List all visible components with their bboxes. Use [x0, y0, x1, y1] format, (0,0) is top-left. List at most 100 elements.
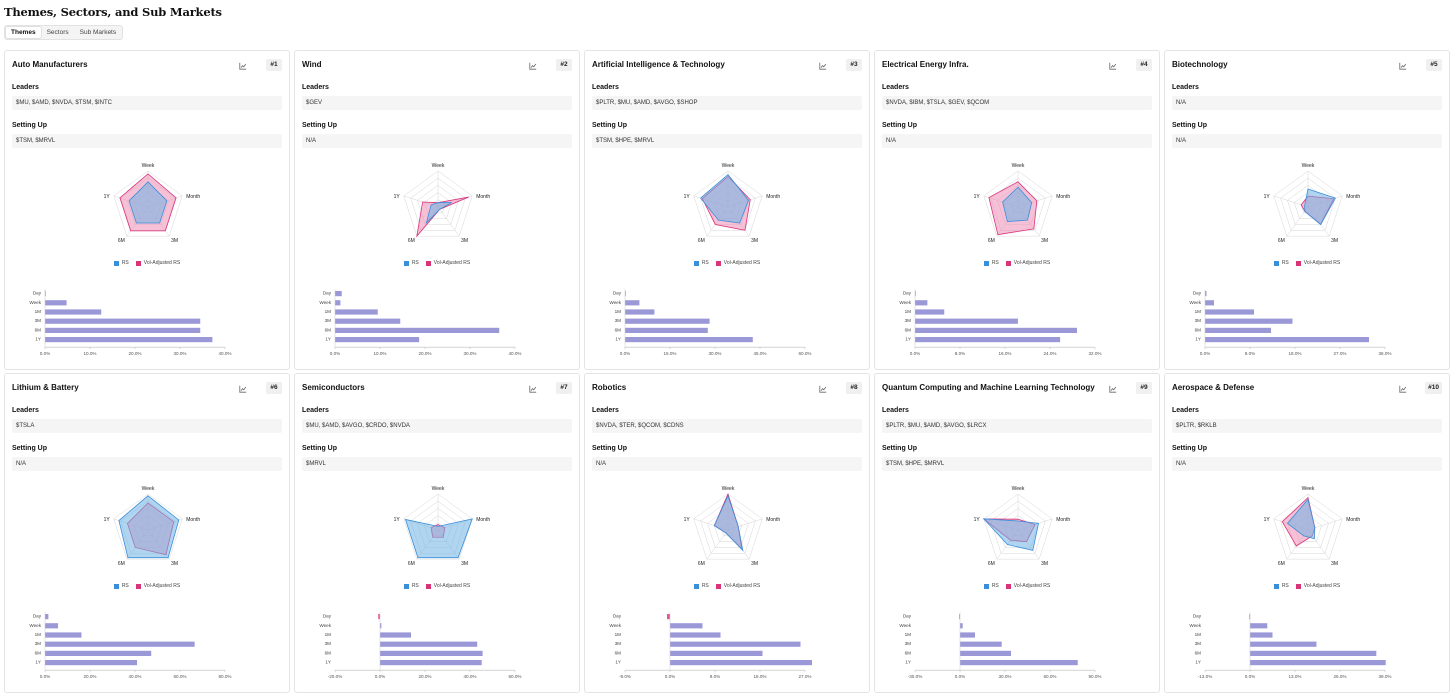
- legend-item-vol-adjusted-rs[interactable]: Vol-Adjusted RS: [1295, 260, 1340, 266]
- setting-up-list: N/A: [12, 457, 282, 471]
- bar-category-label: 1M: [615, 309, 622, 314]
- card-header: Electrical Energy Infra. #4: [882, 59, 1152, 73]
- bar-axis-tick-label: 9.0%: [710, 674, 720, 679]
- legend-item-vol-adjusted-rs[interactable]: Vol-Adjusted RS: [1005, 583, 1051, 589]
- bar-axis-tick-label: 24.0%: [1043, 351, 1056, 356]
- legend-item-rs[interactable]: RS: [1273, 260, 1289, 266]
- line-chart-icon: [529, 385, 537, 393]
- bar-6m: [335, 327, 500, 333]
- legend-item-rs[interactable]: RS: [403, 583, 419, 589]
- legend-label-rs: RS: [1281, 260, 1289, 266]
- chart-button[interactable]: [1396, 59, 1410, 72]
- chart-button[interactable]: [236, 59, 250, 72]
- returns-bar-chart: Day Week 1M 3M 6M 1Y 0.0% 10.0% 20.0% 30.0% 40.0%: [29, 289, 232, 356]
- chart-button[interactable]: [1106, 59, 1120, 72]
- bar-3m: [1250, 641, 1317, 647]
- radar-chart: Week Month 3M 6M 1Y: [974, 486, 1071, 567]
- bar-category-label: 6M: [325, 327, 332, 332]
- card-title: Biotechnology: [1172, 60, 1228, 69]
- chart-button[interactable]: [1396, 382, 1410, 395]
- chart-button[interactable]: [526, 59, 540, 72]
- bar-1y: [335, 337, 420, 343]
- rank-badge: #6: [266, 382, 282, 394]
- legend-swatch-rs: [983, 583, 989, 589]
- legend-label-vol-adjusted-rs: Vol-Adjusted RS: [1013, 583, 1051, 589]
- card-title: Semiconductors: [302, 383, 365, 392]
- bar-category-label: Day: [613, 614, 622, 619]
- bar-axis-tick-label: -9.0%: [619, 674, 631, 679]
- radar-legend: RS Vol-Adjusted RS: [5, 260, 289, 266]
- bar-6m: [670, 650, 763, 656]
- legend-item-rs[interactable]: RS: [403, 260, 419, 266]
- leaders-label: Leaders: [592, 407, 619, 414]
- legend-item-vol-adjusted-rs[interactable]: Vol-Adjusted RS: [135, 583, 181, 589]
- legend-item-rs[interactable]: RS: [1273, 583, 1289, 589]
- legend-item-rs[interactable]: RS: [113, 583, 129, 589]
- radar-axis-label: Month: [1056, 517, 1070, 523]
- legend-item-vol-adjusted-rs[interactable]: Vol-Adjusted RS: [1005, 260, 1051, 266]
- legend-item-rs[interactable]: RS: [693, 260, 709, 266]
- legend-item-rs[interactable]: RS: [693, 583, 709, 589]
- bar-category-label: 1M: [615, 632, 622, 637]
- card-title: Wind: [302, 60, 322, 69]
- legend-item-vol-adjusted-rs[interactable]: Vol-Adjusted RS: [135, 260, 180, 266]
- bar-axis-tick-label: 30.0%: [708, 351, 721, 356]
- bar-week: [1250, 623, 1268, 629]
- tab-themes[interactable]: Themes: [6, 27, 41, 38]
- bar-day: [378, 614, 380, 620]
- theme-card: Wind #2 Leaders $GEV Setting Up N/A Week Month 3…: [294, 50, 580, 370]
- rank-badge: #10: [1425, 382, 1442, 394]
- legend-item-vol-adjusted-rs[interactable]: Vol-Adjusted RS: [1295, 583, 1340, 589]
- legend-label-vol-adjusted-rs: Vol-Adjusted RS: [433, 583, 471, 589]
- radar-axis-label: 3M: [171, 238, 178, 244]
- legend-item-rs[interactable]: RS: [983, 583, 999, 589]
- card-header: Lithium & Battery #6: [12, 382, 282, 396]
- setting-up-list: $TSM, $HPE, $MRVL: [882, 457, 1152, 471]
- bar-1m: [1205, 309, 1254, 315]
- bar-axis-tick-label: 16.0%: [998, 351, 1011, 356]
- legend-label-vol-adjusted-rs: Vol-Adjusted RS: [1013, 260, 1051, 266]
- legend-swatch-rs: [1273, 260, 1279, 266]
- card-title: Auto Manufacturers: [12, 60, 88, 69]
- radar-series-rs: [713, 494, 744, 552]
- tab-sub-markets[interactable]: Sub Markets: [79, 29, 117, 36]
- bar-axis-tick-label: 0.0%: [1245, 674, 1255, 679]
- card-header: Quantum Computing and Machine Learning T…: [882, 382, 1152, 396]
- radar-axis-label: Week: [722, 486, 735, 492]
- bar-axis-tick-label: 80.0%: [218, 674, 231, 679]
- radar-chart: Week Month 3M 6M 1Y: [1264, 163, 1361, 244]
- bar-day: [915, 291, 916, 297]
- leaders-label: Leaders: [302, 84, 329, 91]
- legend-item-vol-adjusted-rs[interactable]: Vol-Adjusted RS: [715, 260, 760, 266]
- legend-item-rs[interactable]: RS: [983, 260, 999, 266]
- bar-category-label: Week: [1189, 300, 1201, 305]
- radar-grid-ring: [417, 185, 459, 225]
- legend-item-vol-adjusted-rs[interactable]: Vol-Adjusted RS: [425, 583, 471, 589]
- tab-sectors[interactable]: Sectors: [46, 29, 69, 36]
- theme-card: Biotechnology #5 Leaders N/A Setting Up N/A We…: [1164, 50, 1450, 370]
- legend-item-vol-adjusted-rs[interactable]: Vol-Adjusted RS: [715, 583, 760, 589]
- chart-button[interactable]: [526, 382, 540, 395]
- bar-6m: [960, 650, 1011, 656]
- card-header: Robotics #8: [592, 382, 862, 396]
- chart-button[interactable]: [236, 382, 250, 395]
- radar-axis-label: 1Y: [684, 194, 691, 200]
- bar-axis-tick-label: 30.0%: [463, 351, 476, 356]
- chart-button[interactable]: [816, 382, 830, 395]
- leaders-list: $MU, $AMD, $NVDA, $TSM, $INTC: [12, 96, 282, 110]
- bar-category-label: 1Y: [325, 660, 331, 665]
- bar-category-label: Week: [899, 300, 911, 305]
- chart-button[interactable]: [1106, 382, 1120, 395]
- bar-axis-tick-label: 30.0%: [173, 351, 186, 356]
- legend-item-vol-adjusted-rs[interactable]: Vol-Adjusted RS: [425, 260, 471, 266]
- legend-label-rs: RS: [121, 260, 129, 266]
- legend-item-rs[interactable]: RS: [113, 260, 129, 266]
- bar-1y: [45, 337, 213, 343]
- radar-axis-label: Week: [1302, 163, 1315, 169]
- leaders-list: $MU, $AMD, $AVGO, $CRDO, $NVDA: [302, 419, 572, 433]
- bar-category-label: 1Y: [35, 660, 41, 665]
- legend-label-vol-adjusted-rs: Vol-Adjusted RS: [433, 260, 471, 266]
- legend-label-vol-adjusted-rs: Vol-Adjusted RS: [143, 583, 181, 589]
- radar-series-rs: [118, 495, 180, 559]
- chart-button[interactable]: [816, 59, 830, 72]
